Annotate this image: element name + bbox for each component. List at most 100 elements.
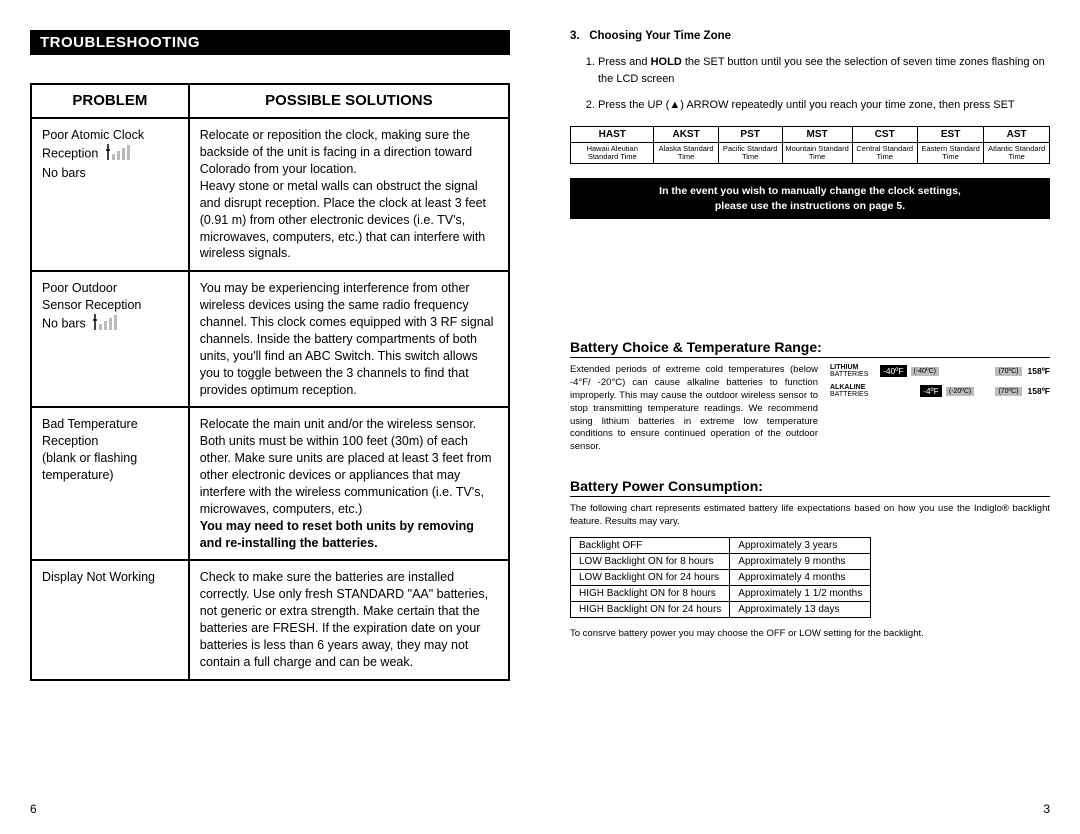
temp-low: -40ºF bbox=[880, 365, 907, 377]
temp-hi-c: (70ºC) bbox=[995, 387, 1021, 396]
temp-low: -4ºF bbox=[920, 385, 942, 397]
timezone-table: HAST AKST PST MST CST EST AST Hawaii Ale… bbox=[570, 126, 1050, 165]
power-mode: HIGH Backlight ON for 24 hours bbox=[571, 601, 730, 617]
power-life: Approximately 1 1/2 months bbox=[730, 585, 871, 601]
table-row: Display Not Working Check to make sure t… bbox=[31, 560, 509, 679]
tz-name: Atlantic Standard Time bbox=[984, 142, 1050, 164]
problem-text: (blank or flashing bbox=[42, 451, 137, 465]
problem-text: No bars bbox=[42, 166, 86, 180]
col-solutions: POSSIBLE SOLUTIONS bbox=[189, 84, 509, 118]
battery-range-section: Extended periods of extreme cold tempera… bbox=[570, 364, 1050, 454]
troubleshooting-table: PROBLEM POSSIBLE SOLUTIONS Poor Atomic C… bbox=[30, 83, 510, 681]
power-life: Approximately 13 days bbox=[730, 601, 871, 617]
list-item: Press and HOLD the SET button until you … bbox=[598, 54, 1050, 87]
signal-icon bbox=[106, 144, 134, 165]
temp-hi: 158ºF bbox=[1028, 386, 1050, 396]
table-row: LOW Backlight ON for 24 hoursApproximate… bbox=[571, 569, 871, 585]
problem-text: Reception bbox=[42, 147, 98, 161]
power-text: The following chart represents estimated… bbox=[570, 503, 1050, 529]
left-page: TROUBLESHOOTING PROBLEM POSSIBLE SOLUTIO… bbox=[0, 0, 540, 834]
power-mode: LOW Backlight ON for 8 hours bbox=[571, 553, 730, 569]
power-life: Approximately 9 months bbox=[730, 553, 871, 569]
battery-choice-heading: Battery Choice & Temperature Range: bbox=[570, 339, 1050, 358]
battery-choice-text: Extended periods of extreme cold tempera… bbox=[570, 364, 818, 454]
tz-name: Mountain Standard Time bbox=[782, 142, 852, 164]
temp-hi: 158ºF bbox=[1028, 366, 1050, 376]
label-text: BATTERIES bbox=[830, 371, 868, 378]
footnote: To consrve battery power you may choose … bbox=[570, 628, 1050, 639]
tz-name: Hawaii Aleutian Standard Time bbox=[571, 142, 654, 164]
tz-abbr: PST bbox=[718, 126, 782, 142]
problem-cell: Bad Temperature Reception (blank or flas… bbox=[31, 407, 189, 560]
troubleshooting-title: TROUBLESHOOTING bbox=[30, 30, 510, 55]
table-header-row: PROBLEM POSSIBLE SOLUTIONS bbox=[31, 84, 509, 118]
solution-cell: Check to make sure the batteries are ins… bbox=[189, 560, 509, 679]
power-heading: Battery Power Consumption: bbox=[570, 478, 1050, 497]
solution-bold: You may need to reset both units by remo… bbox=[200, 519, 474, 550]
table-row: HIGH Backlight ON for 8 hoursApproximate… bbox=[571, 585, 871, 601]
tz-name: Alaska Standard Time bbox=[654, 142, 718, 164]
temp-hi-c: (70ºC) bbox=[995, 367, 1021, 376]
problem-text: Reception bbox=[42, 434, 98, 448]
tz-abbr: CST bbox=[852, 126, 917, 142]
table-row: LOW Backlight ON for 8 hoursApproximatel… bbox=[571, 553, 871, 569]
problem-cell: Poor Outdoor Sensor Reception No bars bbox=[31, 271, 189, 407]
col-problem: PROBLEM bbox=[31, 84, 189, 118]
power-mode: HIGH Backlight ON for 8 hours bbox=[571, 585, 730, 601]
temp-low-c: (-20ºC) bbox=[946, 387, 974, 396]
step-list: Press and HOLD the SET button until you … bbox=[598, 54, 1050, 114]
power-life: Approximately 3 years bbox=[730, 537, 871, 553]
tz-abbr: AST bbox=[984, 126, 1050, 142]
label-text: LITHIUM bbox=[830, 364, 858, 371]
battery-bars: LITHIUM BATTERIES -40ºF (-40ºC) (70ºC) 158… bbox=[830, 364, 1050, 454]
tz-abbr: EST bbox=[917, 126, 983, 142]
table-row: Bad Temperature Reception (blank or flas… bbox=[31, 407, 509, 560]
power-life: Approximately 4 months bbox=[730, 569, 871, 585]
temp-low-c: (-40ºC) bbox=[911, 367, 939, 376]
problem-text: No bars bbox=[42, 317, 86, 331]
tz-name-row: Hawaii Aleutian Standard Time Alaska Sta… bbox=[571, 142, 1050, 164]
problem-cell: Poor Atomic Clock Reception No bars bbox=[31, 118, 189, 271]
solution-text: Relocate the main unit and/or the wirele… bbox=[200, 417, 492, 515]
tz-header-row: HAST AKST PST MST CST EST AST bbox=[571, 126, 1050, 142]
power-mode: Backlight OFF bbox=[571, 537, 730, 553]
lithium-bar: LITHIUM BATTERIES -40ºF (-40ºC) (70ºC) 158… bbox=[830, 364, 1050, 378]
label-text: BATTERIES bbox=[830, 391, 868, 398]
notice-line1: In the event you wish to manually change… bbox=[659, 185, 961, 197]
problem-text: Sensor Reception bbox=[42, 298, 141, 312]
list-item: Press the UP (▲) ARROW repeatedly until … bbox=[598, 97, 1050, 114]
alkaline-label: ALKALINE BATTERIES bbox=[830, 384, 876, 398]
tz-abbr: MST bbox=[782, 126, 852, 142]
page-number-left: 6 bbox=[30, 802, 37, 816]
table-row: HIGH Backlight ON for 24 hoursApproximat… bbox=[571, 601, 871, 617]
tz-name: Central Standard Time bbox=[852, 142, 917, 164]
right-page: 3. Choosing Your Time Zone Press and HOL… bbox=[540, 0, 1080, 834]
alkaline-bar: ALKALINE BATTERIES -4ºF (-20ºC) (70ºC) 158… bbox=[830, 384, 1050, 398]
table-row: Backlight OFFApproximately 3 years bbox=[571, 537, 871, 553]
problem-text: Bad Temperature bbox=[42, 417, 138, 431]
lithium-label: LITHIUM BATTERIES bbox=[830, 364, 876, 378]
tz-name: Eastern Standard Time bbox=[917, 142, 983, 164]
notice-bar: In the event you wish to manually change… bbox=[570, 178, 1050, 219]
signal-icon bbox=[93, 314, 121, 335]
problem-text: Poor Atomic Clock bbox=[42, 128, 144, 142]
problem-text: temperature) bbox=[42, 468, 114, 482]
problem-cell: Display Not Working bbox=[31, 560, 189, 679]
tz-name: Pacific Standard Time bbox=[718, 142, 782, 164]
step-number: 3. bbox=[570, 30, 580, 42]
page-number-right: 3 bbox=[1043, 802, 1050, 816]
tz-abbr: AKST bbox=[654, 126, 718, 142]
solution-cell: Relocate or reposition the clock, making… bbox=[189, 118, 509, 271]
table-row: Poor Outdoor Sensor Reception No bars Yo… bbox=[31, 271, 509, 407]
power-table: Backlight OFFApproximately 3 years LOW B… bbox=[570, 537, 871, 618]
tz-abbr: HAST bbox=[571, 126, 654, 142]
step1-hold: HOLD bbox=[651, 56, 682, 68]
problem-text: Poor Outdoor bbox=[42, 281, 117, 295]
label-text: ALKALINE bbox=[830, 384, 865, 391]
spacer bbox=[570, 219, 1050, 329]
solution-cell: Relocate the main unit and/or the wirele… bbox=[189, 407, 509, 560]
notice-line2: please use the instructions on page 5. bbox=[715, 200, 905, 212]
step-heading: 3. Choosing Your Time Zone bbox=[570, 30, 1050, 42]
step-title: Choosing Your Time Zone bbox=[589, 30, 731, 42]
solution-cell: You may be experiencing interference fro… bbox=[189, 271, 509, 407]
